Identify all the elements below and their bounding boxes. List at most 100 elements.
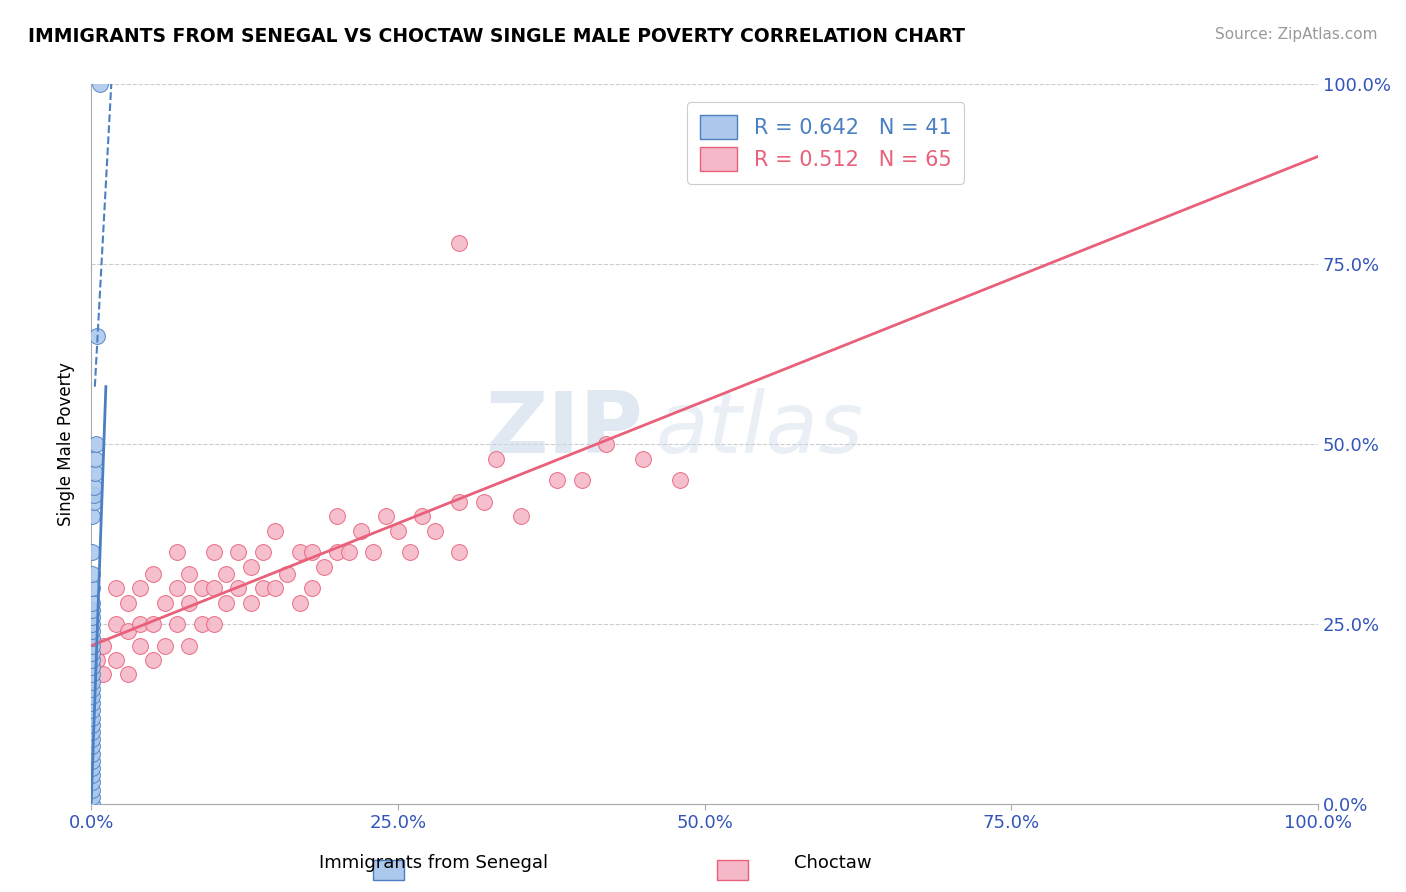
Point (82, 660, 104, 674)
Text: Source: ZipAtlas.com: Source: ZipAtlas.com (1215, 27, 1378, 42)
Point (82, 624, 104, 639)
Point (239, 559, 262, 574)
Point (411, 509, 433, 524)
Point (82, 617, 104, 632)
Point (202, 545, 225, 559)
Point (301, 545, 323, 559)
Point (669, 473, 692, 487)
Point (350, 524, 373, 538)
Point (202, 617, 225, 632)
Point (166, 545, 188, 559)
Point (86, 329, 108, 343)
Point (82, 754, 104, 768)
Point (190, 617, 212, 632)
Point (89, 78, 111, 92)
Point (82, 718, 104, 732)
Point (449, 495, 471, 509)
Point (82, 545, 104, 559)
Point (141, 653, 163, 667)
Point (82, 681, 104, 696)
Point (215, 566, 238, 581)
Point (83, 480, 105, 494)
Point (82, 782, 104, 797)
Point (423, 524, 446, 538)
Point (449, 545, 471, 559)
Point (546, 473, 568, 487)
Point (276, 566, 298, 581)
Point (117, 624, 139, 639)
Point (82, 768, 104, 782)
Point (239, 595, 262, 609)
Point (117, 595, 139, 609)
Point (301, 581, 323, 595)
Point (288, 545, 311, 559)
Point (153, 595, 176, 609)
Point (252, 545, 274, 559)
Y-axis label: Single Male Poverty: Single Male Poverty (58, 362, 75, 526)
Point (82, 747, 104, 761)
Point (325, 509, 347, 524)
Point (129, 581, 152, 595)
Point (82, 610, 104, 624)
Point (82, 667, 104, 681)
Point (399, 545, 422, 559)
Point (82, 711, 104, 725)
Point (82, 789, 104, 804)
Point (363, 545, 385, 559)
Point (82, 732, 104, 747)
Point (179, 639, 201, 653)
Point (202, 581, 225, 595)
Point (83, 487, 105, 501)
Point (93, 639, 115, 653)
Point (166, 617, 188, 632)
Point (288, 595, 311, 609)
Point (83, 495, 105, 509)
Text: atlas: atlas (655, 388, 863, 471)
Point (129, 617, 152, 632)
Point (82, 739, 104, 754)
Point (82, 696, 104, 710)
Point (82, 603, 104, 617)
Point (374, 509, 396, 524)
Point (449, 235, 471, 250)
Point (633, 451, 655, 466)
Point (252, 581, 274, 595)
Point (325, 545, 347, 559)
Point (104, 581, 127, 595)
Text: IMMIGRANTS FROM SENEGAL VS CHOCTAW SINGLE MALE POVERTY CORRELATION CHART: IMMIGRANTS FROM SENEGAL VS CHOCTAW SINGL… (28, 27, 965, 45)
Point (337, 545, 360, 559)
Point (264, 524, 287, 538)
Point (82, 797, 104, 811)
Point (179, 595, 201, 609)
Point (595, 437, 617, 451)
Point (82, 639, 104, 653)
Point (86, 653, 108, 667)
Point (571, 473, 593, 487)
Point (179, 566, 201, 581)
Point (166, 581, 188, 595)
Point (117, 667, 139, 681)
Point (82, 775, 104, 789)
Point (93, 667, 115, 681)
Point (82, 725, 104, 739)
Point (104, 617, 127, 632)
Point (387, 524, 409, 538)
Point (82, 761, 104, 775)
Point (104, 653, 127, 667)
Point (228, 545, 250, 559)
Point (83, 466, 105, 480)
Point (129, 639, 152, 653)
Point (228, 581, 250, 595)
Point (82, 653, 104, 667)
Point (82, 581, 104, 595)
Text: Immigrants from Senegal: Immigrants from Senegal (319, 855, 548, 872)
Point (82, 703, 104, 717)
Point (141, 566, 163, 581)
Point (82, 646, 104, 660)
Point (83, 451, 105, 466)
Point (485, 451, 508, 466)
Point (82, 689, 104, 703)
Text: Choctaw: Choctaw (794, 855, 872, 872)
Point (264, 581, 287, 595)
Point (84, 437, 107, 451)
